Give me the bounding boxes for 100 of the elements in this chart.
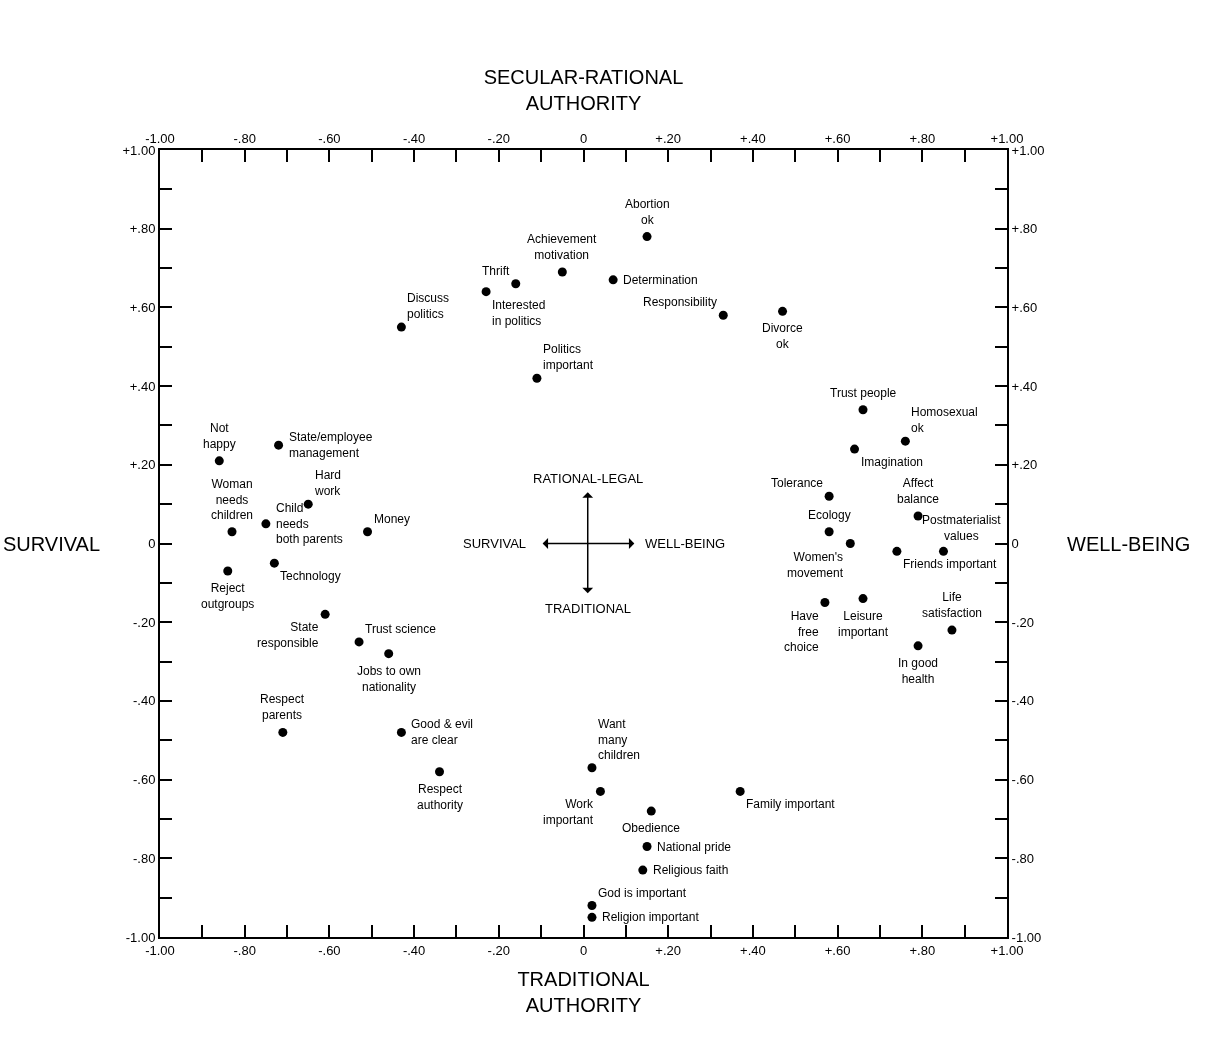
data-label: Thrift bbox=[482, 264, 510, 278]
point bbox=[858, 594, 868, 604]
annotation: TRADITIONAL bbox=[545, 601, 631, 616]
x-tick-label: -.40 bbox=[402, 130, 426, 146]
data-label: Work important bbox=[543, 797, 595, 827]
data-label: Divorce ok bbox=[762, 321, 803, 351]
data-label: Hard work bbox=[314, 468, 342, 498]
point bbox=[384, 649, 394, 659]
point bbox=[435, 767, 445, 777]
y2-tick-label: +.20 bbox=[1011, 457, 1038, 473]
data-label: Good & evil are clear bbox=[411, 717, 474, 747]
data-label: Affect balance bbox=[897, 476, 940, 506]
x2-tick-label: -.80 bbox=[233, 942, 256, 958]
data-label: Want many children bbox=[598, 717, 641, 763]
x2-tick-label: +.80 bbox=[909, 942, 936, 958]
data-label: Reject outgroups bbox=[201, 581, 255, 611]
y-tick-label: 0 bbox=[148, 536, 156, 552]
data-label: Abortion ok bbox=[625, 197, 670, 227]
point bbox=[642, 842, 652, 851]
point bbox=[396, 727, 406, 737]
x2-tick-label: 0 bbox=[579, 942, 588, 958]
y-tick-label: -.40 bbox=[132, 693, 156, 709]
point bbox=[511, 279, 521, 289]
y-tick-label: +.60 bbox=[129, 299, 156, 315]
data-label: Obedience bbox=[622, 821, 681, 835]
x-tick-label: +.80 bbox=[909, 130, 936, 146]
x-tick-label: -.60 bbox=[318, 130, 341, 146]
y2-tick-label: -.60 bbox=[1011, 772, 1035, 788]
y2-tick-label: -1.00 bbox=[1011, 929, 1042, 945]
data-label: Have free choice bbox=[784, 609, 820, 655]
data-label: Religious faith bbox=[653, 863, 729, 877]
data-label: Trust science bbox=[365, 622, 437, 636]
point bbox=[354, 637, 364, 647]
point bbox=[845, 539, 855, 548]
data-label: Friends important bbox=[903, 557, 998, 571]
point bbox=[642, 232, 652, 242]
annotation: RATIONAL-LEGAL bbox=[533, 471, 644, 486]
point bbox=[735, 786, 745, 796]
data-label: Respect parents bbox=[260, 692, 305, 722]
point bbox=[227, 527, 237, 537]
data-label: Interested in politics bbox=[492, 298, 546, 328]
x2-tick-label: -1.00 bbox=[145, 942, 175, 958]
data-label: Imagination bbox=[861, 455, 924, 469]
point bbox=[778, 306, 788, 316]
point bbox=[646, 806, 656, 816]
point bbox=[274, 440, 284, 450]
point bbox=[938, 546, 948, 556]
x2-tick-label: -.60 bbox=[318, 942, 341, 958]
point bbox=[557, 267, 567, 277]
data-label: Women's movement bbox=[787, 550, 844, 580]
data-label: Leisure important bbox=[838, 609, 889, 639]
point bbox=[261, 519, 271, 529]
point bbox=[900, 436, 910, 446]
x-tick-label: +.20 bbox=[655, 130, 682, 146]
point bbox=[303, 499, 313, 509]
point bbox=[363, 527, 373, 537]
data-label: Determination bbox=[623, 273, 698, 287]
data-label: Homosexual ok bbox=[911, 405, 978, 435]
x2-axis-title: SECULAR-RATIONAL AUTHORITY bbox=[483, 65, 684, 114]
x-tick-label: 0 bbox=[579, 130, 588, 146]
point bbox=[913, 511, 923, 521]
x-tick-label: +.60 bbox=[824, 130, 851, 146]
x-tick-label: -.20 bbox=[487, 130, 510, 146]
data-label: State/employee management bbox=[289, 430, 373, 460]
data-label: Tolerance bbox=[771, 476, 824, 490]
point bbox=[892, 546, 902, 556]
y2-tick-label: +.40 bbox=[1011, 378, 1038, 394]
point bbox=[587, 901, 597, 911]
y2-tick-label: 0 bbox=[1011, 536, 1019, 552]
y-tick-label: +.40 bbox=[129, 378, 156, 394]
point bbox=[396, 322, 406, 332]
data-label: Life satisfaction bbox=[922, 590, 983, 620]
data-label: Ecology bbox=[808, 508, 851, 522]
y2-tick-label: -.80 bbox=[1011, 850, 1035, 866]
y-tick-label: -1.00 bbox=[125, 929, 156, 945]
data-label: Jobs to own nationality bbox=[357, 664, 422, 694]
data-label: Child needs both parents bbox=[276, 501, 343, 547]
x2-tick-label: -.20 bbox=[487, 942, 510, 958]
point bbox=[820, 598, 830, 608]
data-label: Family important bbox=[746, 797, 836, 811]
data-label: Politics important bbox=[543, 342, 594, 372]
point bbox=[595, 786, 605, 796]
data-label: Discuss politics bbox=[407, 291, 450, 321]
data-label: Woman needs children bbox=[211, 477, 254, 523]
point bbox=[587, 912, 597, 922]
data-label: Achievement motivation bbox=[527, 232, 598, 262]
data-label: Technology bbox=[280, 569, 341, 583]
point bbox=[608, 275, 618, 285]
x2-tick-label: +1.00 bbox=[990, 942, 1024, 958]
point bbox=[850, 444, 860, 454]
x-tick-label: -.80 bbox=[233, 130, 256, 146]
point bbox=[858, 405, 868, 415]
y-tick-label: +.20 bbox=[129, 457, 156, 473]
data-label: Religion important bbox=[602, 910, 700, 924]
point bbox=[532, 373, 542, 383]
x2-tick-label: +.60 bbox=[824, 942, 851, 958]
point bbox=[824, 491, 834, 501]
x-axis-title: TRADITIONAL AUTHORITY bbox=[517, 967, 650, 1016]
data-label: Respect authority bbox=[417, 782, 464, 812]
point bbox=[320, 609, 330, 619]
